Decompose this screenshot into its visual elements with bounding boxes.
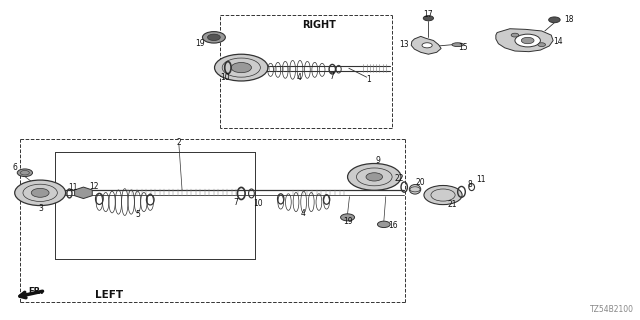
Text: 14: 14 xyxy=(553,37,563,46)
Text: 7: 7 xyxy=(234,198,239,207)
Circle shape xyxy=(522,37,534,44)
Circle shape xyxy=(378,221,390,228)
Text: TZ54B2100: TZ54B2100 xyxy=(589,305,634,314)
Ellipse shape xyxy=(410,185,420,194)
Circle shape xyxy=(207,34,220,41)
Text: 19: 19 xyxy=(343,217,353,226)
Circle shape xyxy=(348,164,401,190)
Circle shape xyxy=(202,32,225,43)
Text: 10: 10 xyxy=(221,73,230,82)
Text: 12: 12 xyxy=(90,182,99,191)
Circle shape xyxy=(214,54,268,81)
Circle shape xyxy=(424,186,462,204)
Text: 11: 11 xyxy=(68,183,78,192)
Text: 7: 7 xyxy=(329,72,334,81)
Text: 4: 4 xyxy=(297,73,301,82)
Text: 4: 4 xyxy=(301,209,305,218)
Circle shape xyxy=(538,43,545,47)
Text: 22: 22 xyxy=(395,174,404,183)
Text: 18: 18 xyxy=(564,15,574,24)
Text: 9: 9 xyxy=(375,156,380,165)
Text: 16: 16 xyxy=(388,221,398,230)
Circle shape xyxy=(423,16,433,21)
Circle shape xyxy=(422,43,432,48)
Text: 13: 13 xyxy=(399,40,408,49)
Text: FR.: FR. xyxy=(29,287,44,296)
Text: 8: 8 xyxy=(467,180,472,189)
Circle shape xyxy=(15,180,66,205)
Text: 20: 20 xyxy=(416,178,426,187)
Polygon shape xyxy=(496,29,553,52)
Text: RIGHT: RIGHT xyxy=(302,20,336,29)
Circle shape xyxy=(340,214,355,221)
Text: 1: 1 xyxy=(366,75,371,84)
Circle shape xyxy=(515,34,540,47)
Text: 19: 19 xyxy=(195,39,205,48)
Circle shape xyxy=(511,33,519,37)
Text: 6: 6 xyxy=(13,163,18,172)
Ellipse shape xyxy=(452,43,463,47)
Text: 15: 15 xyxy=(458,43,468,52)
Text: 17: 17 xyxy=(424,10,433,19)
Circle shape xyxy=(31,188,49,197)
Text: 2: 2 xyxy=(177,138,181,147)
Text: 3: 3 xyxy=(38,204,44,213)
Circle shape xyxy=(366,173,383,181)
Text: 21: 21 xyxy=(448,200,458,209)
Text: 5: 5 xyxy=(135,210,140,219)
Circle shape xyxy=(231,62,252,73)
Polygon shape xyxy=(412,36,441,54)
Circle shape xyxy=(548,17,560,23)
Text: 11: 11 xyxy=(476,175,486,184)
Text: 10: 10 xyxy=(253,199,263,208)
Polygon shape xyxy=(75,187,92,198)
Circle shape xyxy=(17,169,33,177)
Text: LEFT: LEFT xyxy=(95,290,123,300)
